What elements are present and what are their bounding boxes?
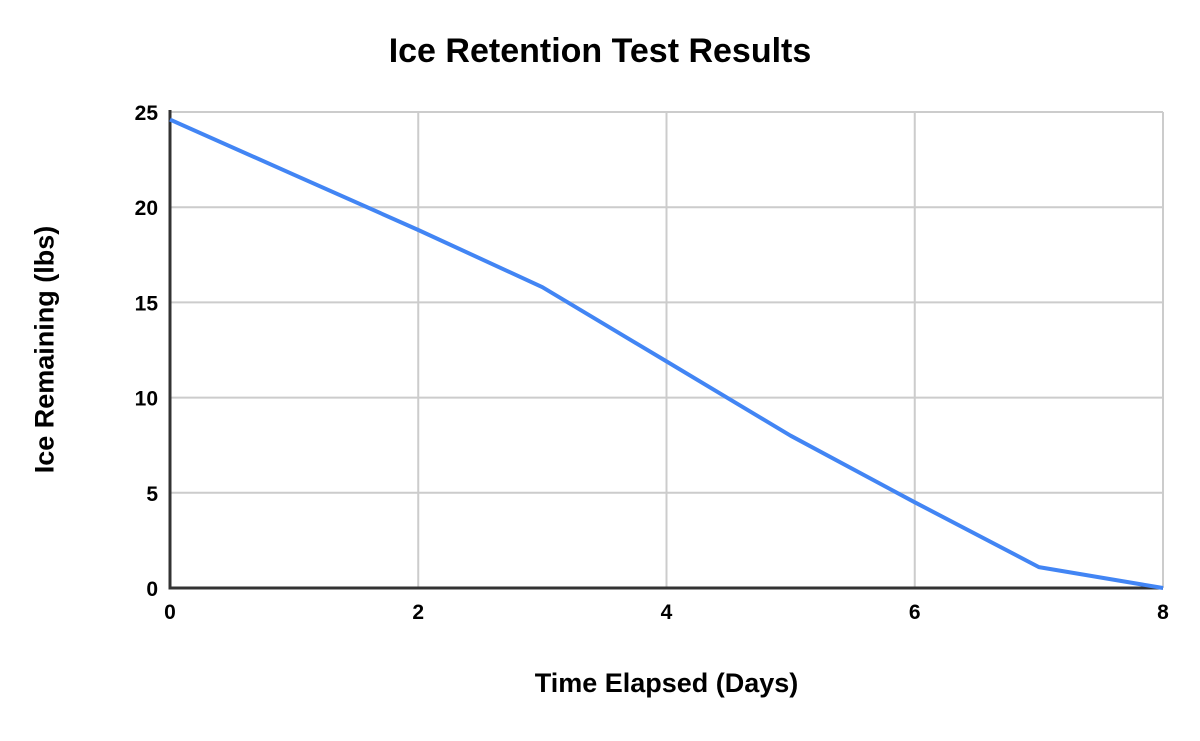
y-axis-title-text: Ice Remaining (lbs) xyxy=(29,225,60,474)
x-tick-label: 6 xyxy=(909,601,921,624)
y-tick-label: 5 xyxy=(146,483,158,506)
y-tick-label: 10 xyxy=(135,388,158,411)
x-tick-label: 8 xyxy=(1157,601,1169,624)
x-axis-title: Time Elapsed (Days) xyxy=(534,668,799,698)
y-tick-label: 0 xyxy=(146,578,158,601)
chart-title: Ice Retention Test Results xyxy=(388,32,812,70)
x-tick-label: 2 xyxy=(412,601,424,624)
y-tick-label: 20 xyxy=(135,197,158,220)
x-tick-label: 0 xyxy=(164,601,176,624)
y-tick-label: 25 xyxy=(135,102,159,125)
data-line xyxy=(169,117,1164,590)
x-tick-label: 4 xyxy=(661,601,673,624)
y-tick-label: 15 xyxy=(135,292,159,315)
